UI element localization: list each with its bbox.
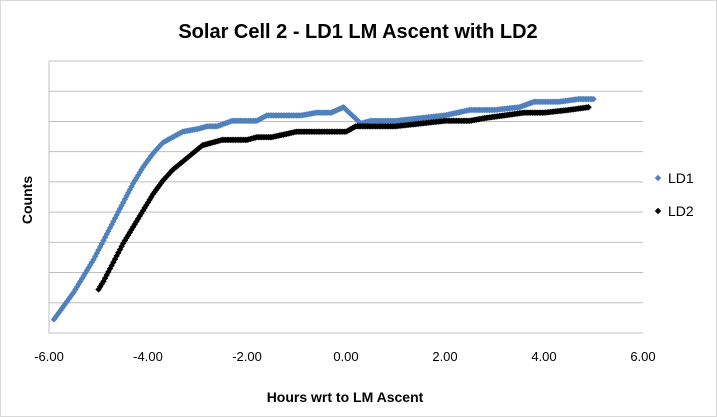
data-point — [68, 291, 76, 298]
data-point — [85, 264, 92, 271]
data-point — [98, 240, 105, 247]
data-point — [113, 211, 120, 219]
x-tick-label: -2.00 — [232, 349, 262, 364]
legend-label: LD1 — [668, 170, 694, 186]
data-point — [111, 255, 119, 263]
data-point — [121, 196, 129, 203]
data-point — [146, 196, 153, 203]
data-point — [111, 215, 119, 222]
data-point — [585, 104, 592, 111]
data-point — [75, 280, 82, 288]
data-point — [100, 278, 107, 285]
data-point — [57, 307, 64, 314]
plot-series — [50, 95, 597, 323]
data-point — [118, 243, 125, 250]
data-point — [59, 304, 66, 312]
x-tick-label: 4.00 — [531, 349, 556, 364]
gridlines — [48, 60, 643, 334]
legend-label: LD2 — [668, 203, 694, 219]
data-point — [590, 95, 597, 103]
data-point — [77, 278, 84, 285]
data-point — [128, 183, 135, 190]
data-point — [96, 243, 104, 251]
data-point — [144, 157, 152, 164]
data-point — [144, 199, 152, 206]
data-point — [52, 313, 59, 321]
x-axis: -6.00 -4.00 -2.00 0.00 2.00 4.00 6.00 — [34, 349, 655, 364]
data-point — [101, 274, 109, 282]
data-point — [120, 199, 127, 206]
x-tick-label: -6.00 — [34, 349, 64, 364]
x-tick-label: 2.00 — [432, 349, 457, 364]
data-point — [67, 293, 74, 300]
data-point — [83, 267, 91, 274]
data-point — [116, 246, 124, 253]
x-tick-label: 0.00 — [333, 349, 358, 364]
data-point — [153, 146, 160, 154]
data-point — [110, 259, 117, 266]
x-tick-label: -4.00 — [133, 349, 163, 364]
chart-title: Solar Cell 2 - LD1 LM Ascent with LD2 — [178, 21, 537, 43]
series-ld2 — [95, 104, 592, 293]
data-point — [146, 154, 153, 162]
x-tick-label: 6.00 — [630, 349, 655, 364]
x-axis-title: Hours wrt to LM Ascent — [267, 389, 424, 405]
legend: LD1 LD2 — [654, 170, 694, 219]
data-point — [161, 175, 168, 183]
legend-marker — [654, 207, 662, 215]
data-point — [153, 186, 160, 193]
series-ld1 — [50, 95, 597, 323]
data-point — [108, 262, 115, 269]
legend-marker — [654, 174, 662, 182]
data-point — [105, 227, 112, 235]
y-axis-title: Counts — [19, 176, 35, 224]
